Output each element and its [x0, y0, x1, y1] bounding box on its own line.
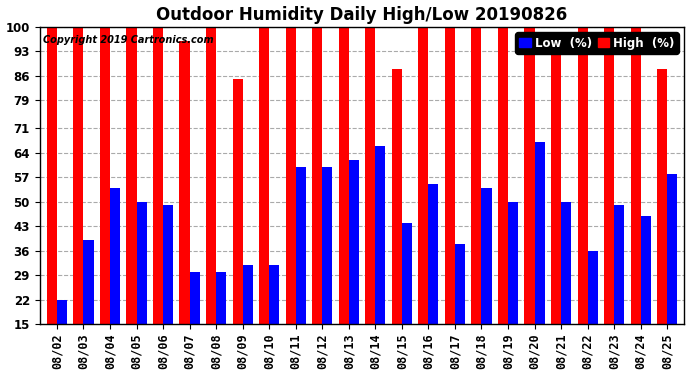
Bar: [269, 265, 279, 324]
Bar: [418, 27, 428, 324]
Bar: [163, 205, 173, 324]
Bar: [312, 27, 322, 324]
Bar: [551, 40, 561, 324]
Bar: [631, 27, 640, 324]
Bar: [508, 201, 518, 324]
Bar: [110, 188, 120, 324]
Bar: [206, 27, 216, 324]
Bar: [365, 27, 375, 324]
Bar: [402, 223, 412, 324]
Bar: [445, 27, 455, 324]
Bar: [561, 201, 571, 324]
Bar: [339, 27, 348, 324]
Bar: [233, 79, 243, 324]
Bar: [588, 251, 598, 324]
Bar: [667, 174, 678, 324]
Bar: [83, 240, 94, 324]
Bar: [640, 216, 651, 324]
Bar: [137, 201, 146, 324]
Bar: [190, 272, 199, 324]
Bar: [657, 69, 667, 324]
Bar: [498, 27, 508, 324]
Bar: [482, 188, 491, 324]
Bar: [286, 27, 296, 324]
Bar: [126, 27, 137, 324]
Bar: [47, 27, 57, 324]
Bar: [348, 159, 359, 324]
Bar: [578, 27, 588, 324]
Bar: [375, 146, 386, 324]
Bar: [153, 27, 163, 324]
Text: Copyright 2019 Cartronics.com: Copyright 2019 Cartronics.com: [43, 35, 213, 45]
Title: Outdoor Humidity Daily High/Low 20190826: Outdoor Humidity Daily High/Low 20190826: [157, 6, 568, 24]
Bar: [614, 205, 624, 324]
Bar: [524, 27, 535, 324]
Bar: [73, 27, 83, 324]
Bar: [296, 166, 306, 324]
Bar: [428, 184, 438, 324]
Bar: [322, 166, 333, 324]
Bar: [535, 142, 544, 324]
Legend: Low  (%), High  (%): Low (%), High (%): [515, 32, 678, 54]
Bar: [455, 244, 465, 324]
Bar: [100, 27, 110, 324]
Bar: [392, 69, 402, 324]
Bar: [243, 265, 253, 324]
Bar: [259, 27, 269, 324]
Bar: [471, 27, 482, 324]
Bar: [57, 300, 67, 324]
Bar: [179, 40, 190, 324]
Bar: [216, 272, 226, 324]
Bar: [604, 27, 614, 324]
